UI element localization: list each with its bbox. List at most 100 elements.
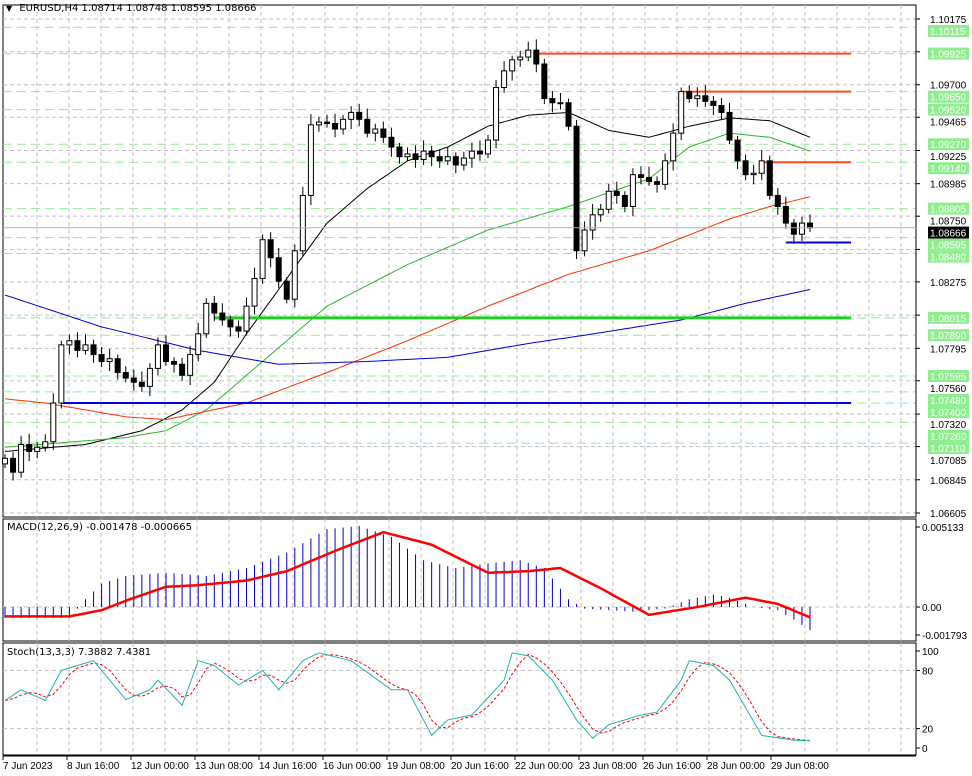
candle: [654, 176, 661, 193]
candle: [557, 93, 564, 110]
price-tick-label: 1.06605: [930, 509, 967, 520]
candle: [179, 357, 186, 381]
candle-body: [90, 344, 97, 356]
candle: [509, 55, 516, 81]
stoch-axis-label: 20: [922, 725, 934, 736]
price-tick-label: 1.07085: [930, 456, 967, 467]
candle: [460, 151, 467, 171]
candle-body: [549, 98, 556, 104]
current-price-label: 1.08666: [930, 229, 967, 240]
candle-body: [742, 160, 749, 176]
candle: [790, 218, 797, 244]
candle-body: [678, 91, 685, 134]
candle: [501, 61, 508, 94]
candle: [476, 140, 483, 161]
candle: [146, 363, 153, 397]
candle: [74, 332, 81, 358]
level-price-badge: [928, 162, 969, 175]
candle-body: [452, 156, 459, 166]
candle: [774, 187, 781, 215]
candle: [613, 181, 620, 204]
candle: [420, 140, 427, 165]
candle: [589, 204, 596, 240]
candle: [549, 91, 556, 113]
candle-body: [702, 95, 709, 102]
ma-red-line: [4, 196, 811, 421]
price-tick-label: 1.08750: [930, 217, 967, 228]
candle: [742, 154, 749, 181]
candle-body: [468, 150, 475, 159]
price-tick-label: 1.09225: [930, 152, 967, 163]
candle: [90, 339, 97, 363]
candle: [621, 191, 628, 213]
candle: [251, 267, 258, 315]
level-price-label: 1.07110: [930, 444, 966, 455]
dropdown-triangle-icon[interactable]: ▼: [6, 4, 13, 13]
time-axis-label: 23 Jun 08:00: [579, 761, 637, 772]
candle-body: [267, 239, 274, 259]
candle: [678, 87, 685, 141]
candle-body: [485, 139, 491, 155]
candle-body: [332, 122, 339, 130]
level-price-badge: [928, 25, 969, 37]
candle: [637, 166, 644, 185]
price-tick-label: 1.07320: [930, 420, 967, 431]
candle: [315, 116, 322, 132]
candle-body: [380, 128, 387, 138]
level-price-label: 1.07595: [930, 372, 967, 383]
candle: [18, 435, 25, 478]
candle: [750, 164, 757, 185]
time-axis-label: 8 Jun 16:00: [67, 761, 120, 772]
candle-body: [686, 91, 693, 100]
level-price-badge: [928, 370, 969, 383]
candle: [533, 39, 540, 73]
candle-body: [541, 63, 548, 100]
macd-signal-line: [5, 530, 811, 619]
candle-body: [275, 257, 282, 282]
price-tick-label: 1.09700: [930, 81, 967, 92]
chart-header: ▼ EURUSD,H4 1.08714 1.08748 1.08595 1.08…: [6, 3, 257, 14]
candle-body: [782, 205, 789, 224]
candle: [307, 114, 314, 206]
candle: [10, 451, 17, 481]
candle-body: [106, 358, 113, 362]
candle: [243, 297, 250, 336]
candle: [42, 434, 49, 452]
level-price-label: 1.10115: [930, 27, 966, 38]
candle: [452, 152, 459, 174]
candle-body: [589, 214, 596, 231]
candle-body: [299, 194, 306, 252]
candle-body: [114, 358, 121, 374]
time-axis-label: 7 Jun 2023: [3, 761, 53, 772]
candle: [356, 103, 363, 127]
candle-body: [179, 363, 186, 376]
candle: [718, 98, 725, 120]
candle: [106, 349, 113, 372]
candle: [597, 204, 604, 222]
candle: [525, 41, 532, 62]
candle-body: [654, 181, 661, 185]
stoch-axis-label: 100: [922, 647, 939, 658]
candle: [468, 142, 475, 168]
price-tick-label: 1.10175: [930, 15, 967, 26]
candle: [340, 115, 347, 135]
candle: [2, 454, 8, 469]
candle: [26, 433, 33, 462]
candle: [267, 232, 274, 268]
candle: [782, 196, 789, 229]
time-axis-label: 14 Jun 16:00: [259, 761, 317, 772]
candle: [332, 113, 339, 138]
level-price-label: 1.09270: [930, 140, 967, 151]
candle-body: [211, 302, 218, 314]
candle-body: [2, 457, 8, 465]
level-price-label: 1.07260: [930, 432, 967, 443]
candle-body: [251, 277, 258, 307]
candle-body: [307, 124, 314, 196]
candle-body: [436, 156, 443, 162]
candle-body: [460, 157, 467, 166]
level-price-badge: [928, 311, 969, 324]
candle-body: [573, 125, 580, 252]
candle: [686, 85, 693, 103]
candle: [58, 340, 65, 409]
